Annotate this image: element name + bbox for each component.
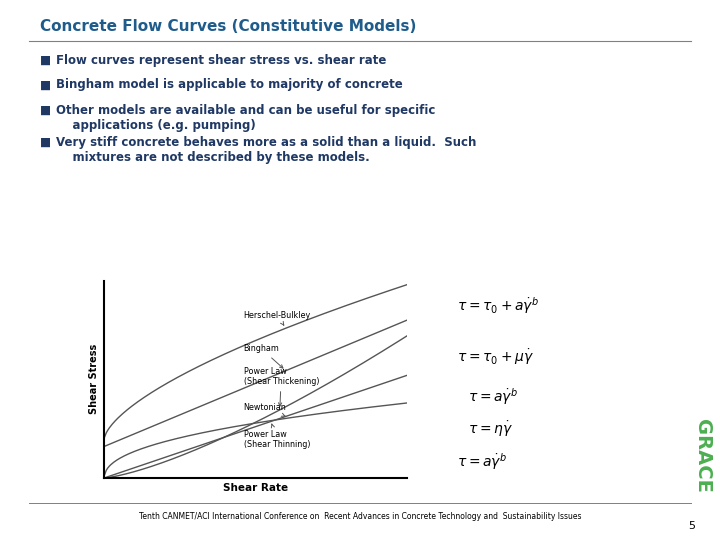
- Text: Concrete Flow Curves (Constitutive Models): Concrete Flow Curves (Constitutive Model…: [40, 19, 416, 34]
- Text: $\tau = a\dot{\gamma}^b$: $\tau = a\dot{\gamma}^b$: [468, 387, 518, 407]
- Text: Power Law
(Shear Thinning): Power Law (Shear Thinning): [243, 424, 310, 449]
- Text: $\tau = \tau_0 + a\dot{\gamma}^b$: $\tau = \tau_0 + a\dot{\gamma}^b$: [457, 295, 539, 315]
- Text: $\tau = \eta\dot{\gamma}$: $\tau = \eta\dot{\gamma}$: [468, 420, 513, 439]
- Text: Power Law
(Shear Thickening): Power Law (Shear Thickening): [243, 367, 319, 406]
- Text: ■: ■: [40, 104, 50, 117]
- Text: Other models are available and can be useful for specific
    applications (e.g.: Other models are available and can be us…: [56, 104, 436, 132]
- X-axis label: Shear Rate: Shear Rate: [223, 483, 288, 494]
- Text: ■: ■: [40, 136, 50, 149]
- Y-axis label: Shear Stress: Shear Stress: [89, 344, 99, 415]
- Text: Flow curves represent shear stress vs. shear rate: Flow curves represent shear stress vs. s…: [56, 54, 387, 67]
- Text: 5: 5: [688, 521, 695, 531]
- Text: Herschel-Bulkley: Herschel-Bulkley: [243, 311, 311, 325]
- Text: Newtonian: Newtonian: [243, 403, 287, 416]
- Text: GRACE: GRACE: [693, 420, 711, 493]
- Text: $\tau = a\dot{\gamma}^b$: $\tau = a\dot{\gamma}^b$: [457, 451, 507, 472]
- Text: Very stiff concrete behaves more as a solid than a liquid.  Such
    mixtures ar: Very stiff concrete behaves more as a so…: [56, 136, 477, 164]
- Text: Bingham model is applicable to majority of concrete: Bingham model is applicable to majority …: [56, 78, 403, 91]
- Text: Bingham: Bingham: [243, 345, 283, 368]
- Text: ■: ■: [40, 54, 50, 67]
- Text: ■: ■: [40, 78, 50, 91]
- Text: Tenth CANMET/ACI International Conference on  Recent Advances in Concrete Techno: Tenth CANMET/ACI International Conferenc…: [139, 512, 581, 521]
- Text: $\tau = \tau_0 + \mu\dot{\gamma}$: $\tau = \tau_0 + \mu\dot{\gamma}$: [457, 348, 534, 367]
